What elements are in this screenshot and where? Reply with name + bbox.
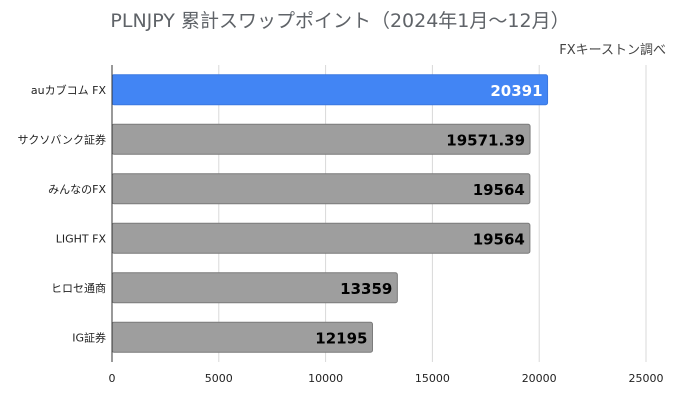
data-label: 20391 bbox=[490, 82, 542, 100]
x-tick-label: 10000 bbox=[308, 372, 343, 385]
bar bbox=[111, 222, 531, 254]
bars: 20391 19571.39 19564 19564 13359 12195 bbox=[111, 74, 549, 353]
category-label: サクソバンク証券 bbox=[17, 132, 106, 146]
data-label: 19571.39 bbox=[446, 131, 525, 149]
chart-title: PLNJPY 累計スワップポイント（2024年1月〜12月） bbox=[110, 10, 570, 32]
category-label: auカブコム FX bbox=[31, 83, 107, 97]
bar bbox=[111, 74, 549, 106]
x-tick-label: 5000 bbox=[205, 372, 233, 385]
data-label: 12195 bbox=[315, 329, 367, 347]
x-tick-label: 0 bbox=[109, 372, 116, 385]
category-label: みんなのFX bbox=[48, 183, 106, 196]
axes: 0 5000 10000 15000 20000 25000 auカブコム FX サクソバンク… bbox=[17, 65, 664, 385]
category-label: LIGHT FX bbox=[56, 232, 107, 245]
data-label: 19564 bbox=[473, 230, 525, 248]
grid-lines bbox=[218, 65, 647, 362]
chart-subtitle: FXキーストン調べ bbox=[559, 43, 666, 58]
x-tick-label: 15000 bbox=[415, 372, 450, 385]
data-label: 13359 bbox=[340, 280, 392, 298]
category-label: IG証券 bbox=[72, 330, 106, 344]
x-tick-label: 20000 bbox=[522, 372, 557, 385]
x-tick-label: 25000 bbox=[629, 372, 664, 385]
category-label: ヒロセ通商 bbox=[51, 281, 106, 295]
bar bbox=[111, 173, 531, 205]
data-label: 19564 bbox=[473, 181, 525, 199]
